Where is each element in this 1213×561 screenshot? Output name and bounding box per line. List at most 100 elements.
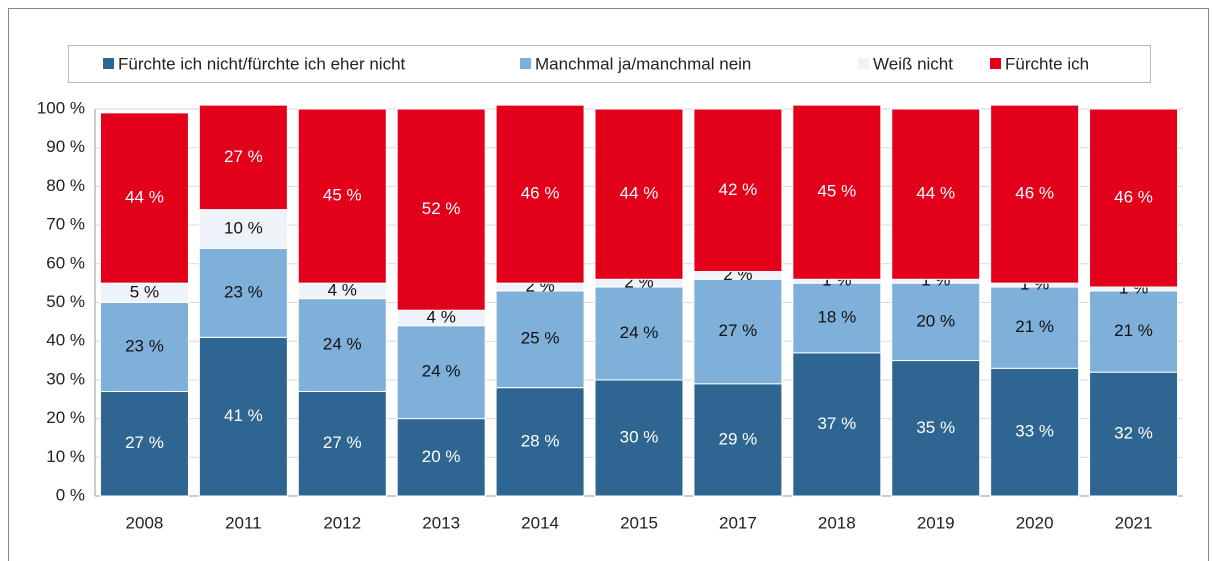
bar-segment — [99, 391, 189, 497]
data-label: 46 % — [1015, 184, 1054, 203]
data-label: 45 % — [817, 182, 856, 201]
data-label: 20 % — [422, 447, 461, 466]
x-tick-label: 2015 — [620, 513, 658, 532]
bar-segment — [495, 387, 585, 497]
y-tick-label: 30 % — [46, 369, 85, 388]
legend-label: Fürchte ich — [1005, 54, 1089, 73]
bar-segment — [594, 379, 684, 497]
data-label: 45 % — [323, 186, 362, 205]
bar-segment — [396, 418, 486, 497]
data-label: 27 % — [323, 433, 362, 452]
bar-segment — [990, 367, 1080, 497]
bar-segment — [495, 290, 585, 389]
data-label: 29 % — [719, 429, 758, 448]
bar-segment — [396, 325, 486, 420]
bar-segment — [990, 104, 1080, 284]
bar-segment — [990, 286, 1080, 369]
data-label: 21 % — [1015, 317, 1054, 336]
data-label: 27 % — [719, 321, 758, 340]
x-tick-label: 2017 — [719, 513, 757, 532]
data-label: 32 % — [1114, 424, 1153, 443]
legend-label: Fürchte ich nicht/fürchte ich eher nicht — [118, 54, 406, 73]
data-label: 27 % — [224, 147, 263, 166]
legend-swatch — [103, 58, 114, 69]
x-tick-label: 2013 — [422, 513, 460, 532]
chart-frame — [8, 8, 1209, 561]
bar-segment — [693, 278, 783, 385]
legend-box — [68, 45, 1151, 83]
y-tick-label: 80 % — [46, 176, 85, 195]
x-tick-label: 2018 — [818, 513, 856, 532]
x-tick-label: 2020 — [1016, 513, 1054, 532]
bar-segment — [891, 282, 981, 362]
data-label: 10 % — [224, 218, 263, 237]
bar-segment — [891, 108, 981, 280]
bar-segment — [891, 360, 981, 497]
y-tick-label: 90 % — [46, 137, 85, 156]
x-tick-label: 2019 — [917, 513, 955, 532]
x-tick-label: 2021 — [1115, 513, 1153, 532]
y-tick-label: 40 % — [46, 331, 85, 350]
data-label: 35 % — [916, 418, 955, 437]
y-tick-label: 10 % — [46, 447, 85, 466]
y-tick-label: 20 % — [46, 408, 85, 427]
x-tick-label: 2011 — [225, 513, 262, 532]
data-label: 24 % — [620, 323, 659, 342]
bar-segment — [1089, 108, 1179, 288]
data-label: 23 % — [125, 336, 164, 355]
bar-segment — [594, 108, 684, 280]
bar-segment — [297, 391, 387, 497]
bar-segment — [99, 302, 189, 393]
bar-segment — [198, 104, 288, 211]
data-label: 33 % — [1015, 422, 1054, 441]
legend-swatch — [858, 58, 869, 69]
data-label: 30 % — [620, 427, 659, 446]
y-tick-label: 0 % — [56, 485, 85, 504]
data-label: 18 % — [817, 307, 856, 326]
data-label: 44 % — [620, 184, 659, 203]
bar-segment — [792, 282, 882, 354]
bar-segment — [297, 108, 387, 284]
data-label: 44 % — [125, 187, 164, 206]
x-tick-label: 2014 — [521, 513, 559, 532]
bar-segment — [495, 104, 585, 284]
bar-segment — [693, 108, 783, 273]
data-label: 46 % — [521, 184, 560, 203]
legend-label: Weiß nicht — [873, 54, 953, 73]
data-label: 27 % — [125, 433, 164, 452]
data-label: 37 % — [817, 414, 856, 433]
data-label: 41 % — [224, 406, 263, 425]
bar-segment — [396, 108, 486, 311]
data-label: 21 % — [1114, 321, 1153, 340]
bar-segment — [792, 104, 882, 280]
data-label: 44 % — [916, 184, 955, 203]
bar-segment — [198, 336, 288, 497]
y-tick-label: 50 % — [46, 292, 85, 311]
legend-swatch — [990, 58, 1001, 69]
y-tick-label: 60 % — [46, 253, 85, 272]
x-tick-label: 2008 — [126, 513, 164, 532]
legend-label: Manchmal ja/manchmal nein — [535, 54, 751, 73]
bar-segment — [792, 352, 882, 497]
data-label: 25 % — [521, 329, 560, 348]
data-label: 42 % — [719, 180, 758, 199]
data-label: 20 % — [916, 311, 955, 330]
data-label: 5 % — [130, 282, 159, 301]
bar-segment — [198, 247, 288, 338]
data-label: 24 % — [323, 335, 362, 354]
y-tick-label: 70 % — [46, 215, 85, 234]
bar-segment — [594, 286, 684, 381]
data-label: 52 % — [422, 199, 461, 218]
data-label: 4 % — [328, 280, 357, 299]
legend-swatch — [520, 58, 531, 69]
bar-segment — [1089, 371, 1179, 497]
data-label: 28 % — [521, 431, 560, 450]
data-label: 46 % — [1114, 187, 1153, 206]
bar-segment — [1089, 290, 1179, 373]
data-label: 24 % — [422, 362, 461, 381]
y-tick-label: 100 % — [37, 98, 85, 117]
bar-segment — [297, 298, 387, 393]
data-label: 4 % — [427, 307, 456, 326]
bar-segment — [99, 112, 189, 284]
